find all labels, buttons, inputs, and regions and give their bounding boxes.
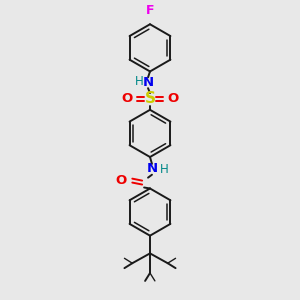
Text: H: H [135, 75, 144, 88]
Text: N: N [146, 162, 158, 175]
Text: F: F [146, 4, 154, 17]
Text: S: S [145, 92, 155, 106]
Text: O: O [122, 92, 133, 106]
Text: N: N [142, 76, 154, 89]
Text: H: H [159, 163, 168, 176]
Text: O: O [116, 174, 127, 187]
Text: O: O [167, 92, 178, 106]
